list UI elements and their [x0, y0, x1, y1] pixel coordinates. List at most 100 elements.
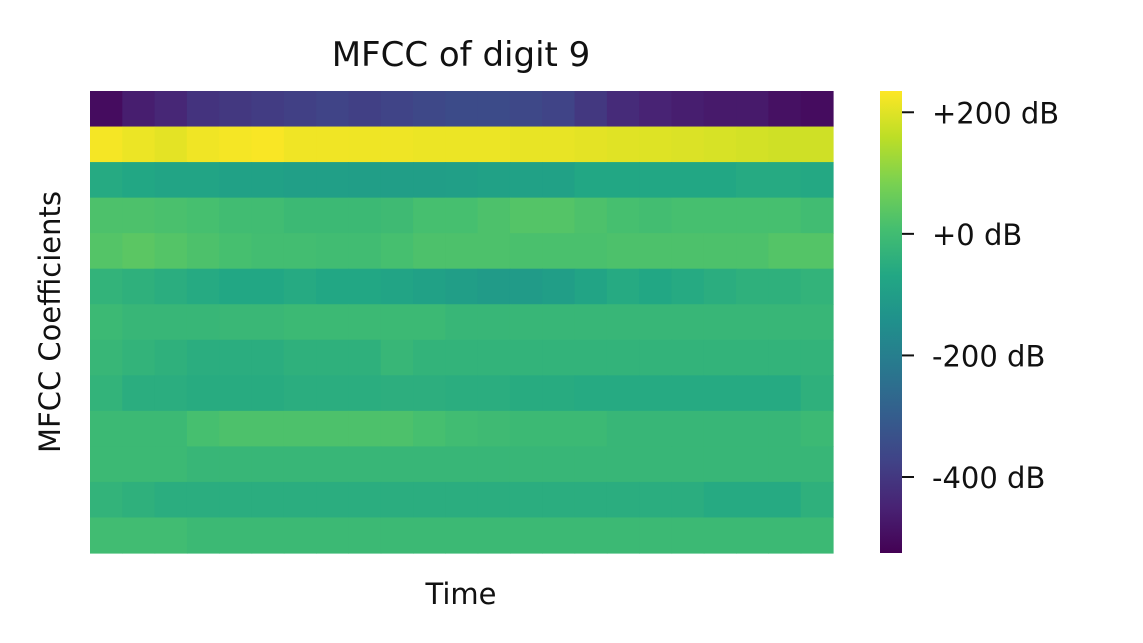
colorbar-tick-label: +0 dB [932, 218, 1022, 252]
heatmap-cell [186, 268, 220, 305]
heatmap-cell [348, 304, 382, 341]
heatmap-cell [445, 481, 479, 519]
heatmap-cell [154, 162, 188, 199]
heatmap-cell [251, 481, 285, 519]
heatmap-cell [283, 304, 317, 341]
heatmap-cell [768, 375, 802, 412]
heatmap-cell [154, 410, 188, 447]
heatmap-cell [348, 233, 382, 270]
heatmap-cell [542, 268, 576, 305]
heatmap-cell [574, 481, 608, 519]
heatmap-cell [90, 126, 123, 163]
heatmap-cell [477, 233, 511, 270]
heatmap-cell [639, 375, 673, 412]
heatmap-cell [348, 410, 382, 447]
heatmap-cell [348, 446, 382, 483]
heatmap-cell [316, 339, 350, 376]
heatmap-cell [348, 517, 382, 554]
heatmap-cell [283, 197, 317, 234]
heatmap-cell [380, 268, 414, 305]
heatmap-cell [445, 410, 479, 447]
heatmap-cell [736, 517, 769, 554]
heatmap-cell [251, 517, 285, 554]
heatmap-cell [251, 233, 285, 270]
heatmap-cell [348, 162, 382, 199]
heatmap-cell [316, 268, 350, 305]
heatmap-cell [477, 410, 511, 447]
heatmap-cell [639, 304, 673, 341]
heatmap-cell [639, 268, 673, 305]
heatmap-cell [316, 126, 350, 163]
heatmap-cell [219, 375, 253, 412]
heatmap-cell [671, 375, 705, 412]
heatmap-cell [186, 517, 220, 554]
heatmap-cell [671, 126, 705, 163]
heatmap-cell [606, 233, 640, 270]
heatmap-cell [219, 233, 253, 270]
heatmap-cell [639, 410, 673, 447]
heatmap-cell [154, 268, 188, 305]
heatmap-cell [800, 375, 834, 412]
heatmap-cell [800, 517, 834, 554]
heatmap-cell [283, 446, 317, 483]
heatmap-cell [477, 339, 511, 376]
heatmap-cell [251, 197, 285, 234]
heatmap-cell [445, 233, 479, 270]
heatmap-cell [509, 339, 543, 376]
heatmap-cell [509, 481, 543, 519]
heatmap-cell [542, 517, 576, 554]
colorbar-tick-label: -400 dB [932, 461, 1045, 495]
heatmap-cell [703, 126, 737, 163]
heatmap-cell [703, 233, 737, 270]
heatmap-cell [542, 162, 576, 199]
heatmap-cell [768, 126, 802, 163]
heatmap-cell [413, 233, 446, 270]
heatmap-cell [186, 91, 220, 128]
heatmap-cell [703, 375, 737, 412]
heatmap-cell [509, 162, 543, 199]
heatmap-cell [186, 410, 220, 447]
heatmap-cell [509, 446, 543, 483]
heatmap-cell [445, 162, 479, 199]
heatmap-cell [283, 375, 317, 412]
heatmap-cell [542, 233, 576, 270]
heatmap-cell [542, 304, 576, 341]
heatmap-cell [800, 162, 834, 199]
heatmap-cell [251, 410, 285, 447]
heatmap-cell [509, 517, 543, 554]
heatmap-cell [639, 162, 673, 199]
heatmap-cell [574, 517, 608, 554]
heatmap-cell [90, 410, 123, 447]
heatmap-cell [736, 446, 769, 483]
heatmap-cell [219, 481, 253, 519]
heatmap-cell [477, 91, 511, 128]
heatmap-cell [219, 339, 253, 376]
heatmap-cell [186, 162, 220, 199]
heatmap-cell [671, 446, 705, 483]
heatmap-cell [606, 375, 640, 412]
heatmap-cell [380, 410, 414, 447]
heatmap-cell [219, 91, 253, 128]
heatmap-cell [413, 268, 446, 305]
heatmap-cell [800, 268, 834, 305]
heatmap-cell [90, 481, 123, 519]
heatmap-cell [800, 126, 834, 163]
colorbar-tick-label: +200 dB [932, 96, 1059, 130]
heatmap-cell [348, 339, 382, 376]
heatmap-cell [413, 162, 446, 199]
heatmap-cell [445, 197, 479, 234]
heatmap-cell [445, 446, 479, 483]
heatmap-cell [574, 91, 608, 128]
heatmap-cell [671, 481, 705, 519]
heatmap-cell [219, 162, 253, 199]
heatmap-cell [380, 446, 414, 483]
heatmap-cell [251, 375, 285, 412]
heatmap-cell [90, 268, 123, 305]
heatmap-cell [768, 268, 802, 305]
heatmap-cell [703, 304, 737, 341]
heatmap-cell [122, 339, 156, 376]
heatmap-cell [413, 410, 446, 447]
colorbar-ticks: +200 dB +0 dB -200 dB -400 dB [902, 96, 1059, 495]
heatmap-cell [736, 233, 769, 270]
heatmap-cell [703, 410, 737, 447]
